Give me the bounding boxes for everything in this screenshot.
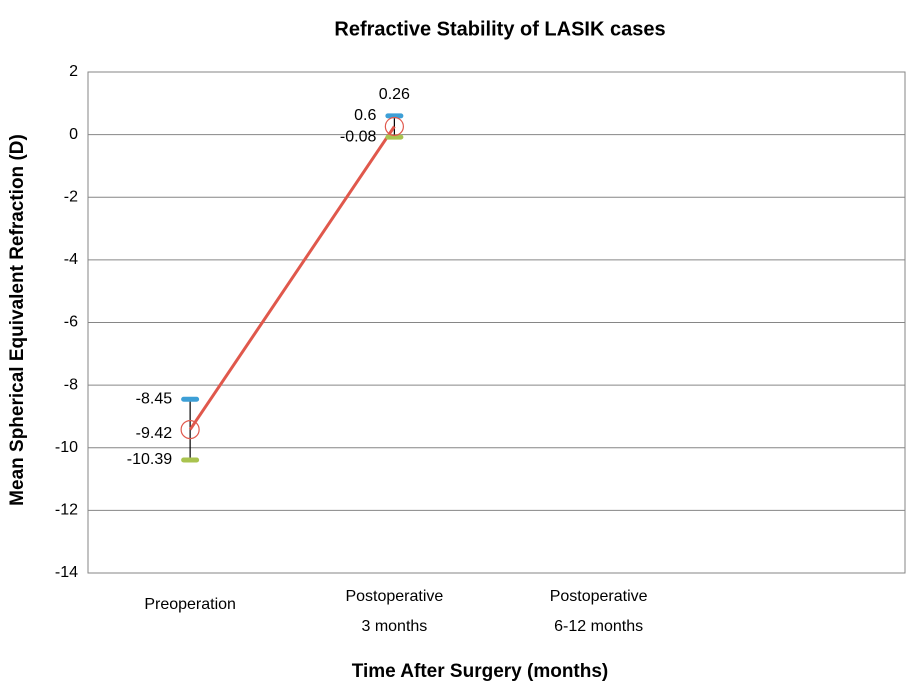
mean-marker xyxy=(180,419,200,440)
y-tick-label: -10 xyxy=(55,439,78,456)
data-label: -8.45 xyxy=(136,390,173,407)
mean-line xyxy=(188,125,396,431)
x-tick-label: Postoperative xyxy=(550,588,648,605)
y-tick-label: 2 xyxy=(69,63,78,80)
y-tick-label: -2 xyxy=(64,188,78,205)
y-tick-label: -12 xyxy=(55,502,78,519)
y-tick-label: -14 xyxy=(55,564,78,581)
high-marker xyxy=(181,396,200,402)
x-tick-label: 6-12 months xyxy=(554,618,643,635)
x-tick-label: Postoperative xyxy=(345,588,443,605)
high-marker xyxy=(385,113,404,119)
y-tick-label: -6 xyxy=(64,314,78,331)
low-marker xyxy=(181,457,200,463)
data-label: 0.26 xyxy=(379,86,410,103)
mean-marker xyxy=(384,116,404,137)
low-marker xyxy=(385,134,404,140)
y-tick-label: 0 xyxy=(69,126,78,143)
data-label: -10.39 xyxy=(127,451,172,468)
x-tick-label: Preoperation xyxy=(144,596,236,613)
y-tick-label: -4 xyxy=(64,251,78,268)
x-axis-label: Time After Surgery (months) xyxy=(352,661,609,682)
data-label: -0.08 xyxy=(340,128,377,145)
y-axis-label: Mean Spherical Equivalent Refraction (D) xyxy=(7,134,28,506)
data-label: 0.6 xyxy=(354,107,376,124)
y-tick-label: -8 xyxy=(64,376,78,393)
data-label: -9.42 xyxy=(136,425,173,442)
x-tick-label: 3 months xyxy=(361,618,427,635)
chart-title: Refractive Stability of LASIK cases xyxy=(334,18,665,40)
